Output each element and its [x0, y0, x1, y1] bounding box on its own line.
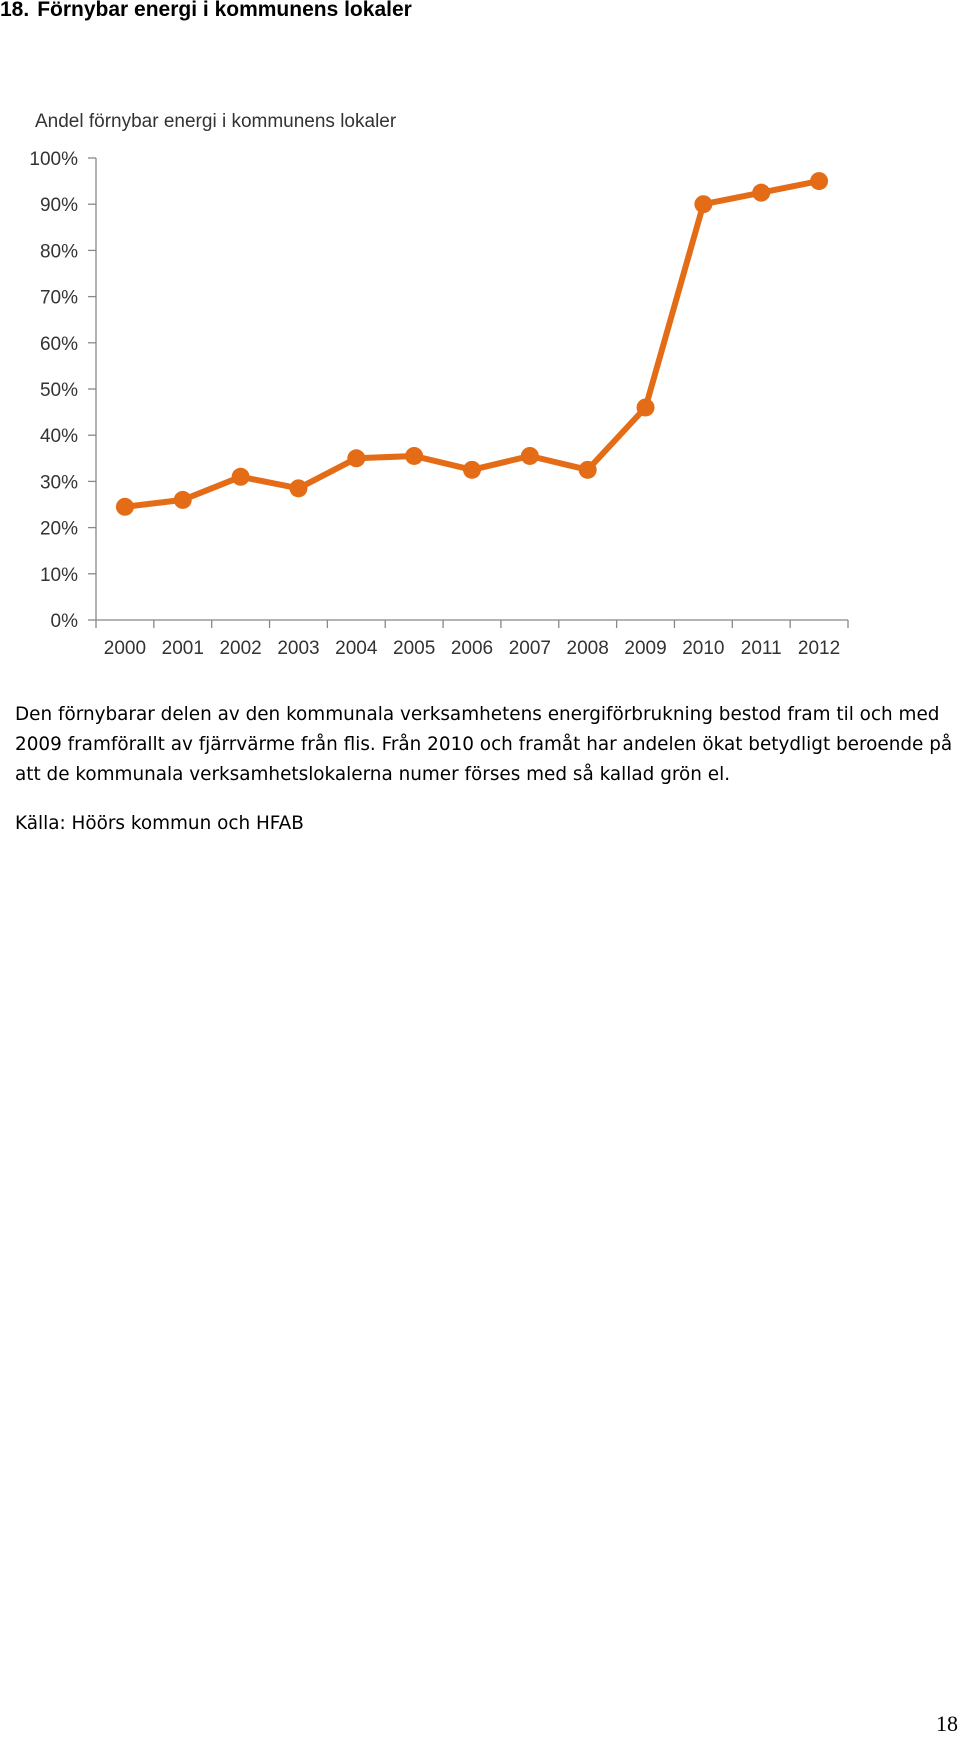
source-note: Källa: Höörs kommun och HFAB: [15, 813, 304, 834]
x-tick-label: 2004: [335, 638, 378, 659]
page-number: 18: [936, 1711, 958, 1736]
x-tick-label: 2001: [162, 638, 204, 659]
x-tick-label: 2008: [567, 638, 609, 659]
data-point-2012: [810, 172, 829, 191]
section-number: 18.: [0, 0, 30, 21]
y-tick-label: 20%: [40, 519, 78, 540]
chart-title: Andel förnybar energi i kommunens lokale…: [35, 111, 397, 132]
data-point-2007: [520, 446, 539, 465]
y-tick-label: 0%: [51, 611, 79, 632]
chart-description: Den förnybarar delen av den kommunala ve…: [15, 704, 953, 785]
x-tick-label: 2007: [509, 638, 551, 659]
x-tick-label: 2003: [277, 638, 319, 659]
x-tick-label: 2006: [451, 638, 493, 659]
x-tick-label: 2005: [393, 638, 435, 659]
y-tick-label: 30%: [40, 472, 78, 493]
data-point-2003: [289, 479, 308, 498]
x-tick-label: 2000: [104, 638, 146, 659]
data-point-2005: [405, 446, 424, 465]
y-tick-label: 80%: [40, 241, 78, 262]
x-tick-labels: 2000 2001 2002 2003 2004 2005 2006 2007 2008 2009…: [104, 638, 840, 659]
y-tick-label: 10%: [40, 565, 78, 586]
x-tick-label: 2011: [741, 638, 782, 659]
x-tick-label: 2002: [219, 638, 261, 659]
y-tick-label: 100%: [29, 149, 78, 170]
data-point-2001: [173, 490, 192, 509]
y-tick-label: 60%: [40, 334, 78, 355]
data-point-2002: [231, 467, 250, 486]
section-heading: 18. Förnybar energi i kommunens lokaler: [0, 0, 412, 22]
data-point-2010: [694, 195, 713, 214]
data-point-2011: [752, 183, 771, 202]
x-tick-label: 2012: [798, 638, 840, 659]
y-tick-labels: 0% 10% 20% 30% 40% 50% 60% 70% 80% 90% 100%: [29, 149, 78, 632]
data-point-2000: [115, 497, 134, 516]
data-point-2004: [347, 449, 366, 468]
data-point-2006: [463, 460, 481, 479]
series-line: [115, 172, 829, 516]
data-point-2009: [636, 398, 655, 417]
x-tick-label: 2010: [682, 638, 724, 659]
y-tick-label: 40%: [40, 426, 78, 447]
x-tick-label: 2009: [624, 638, 666, 659]
data-point-2008: [578, 460, 597, 479]
series-line-path: [124, 178, 820, 510]
line-chart: Andel förnybar energi i kommunens lokale…: [29, 111, 849, 659]
chart-axes: [88, 157, 849, 628]
y-tick-label: 90%: [40, 195, 78, 216]
y-tick-label: 50%: [40, 380, 78, 401]
y-tick-label: 70%: [40, 288, 78, 309]
section-title: Förnybar energi i kommunens lokaler: [37, 0, 412, 21]
